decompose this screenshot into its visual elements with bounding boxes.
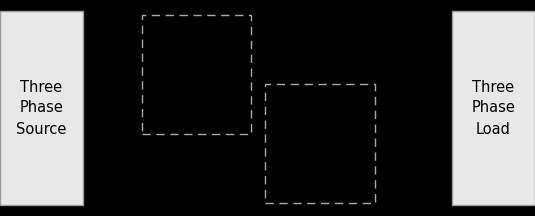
Bar: [265, 84, 374, 203]
Text: Three
Phase
Source: Three Phase Source: [16, 79, 67, 137]
Text: Three
Phase
Load: Three Phase Load: [471, 79, 516, 137]
Bar: [142, 15, 251, 134]
Bar: [0, 11, 83, 205]
Bar: [452, 11, 535, 205]
